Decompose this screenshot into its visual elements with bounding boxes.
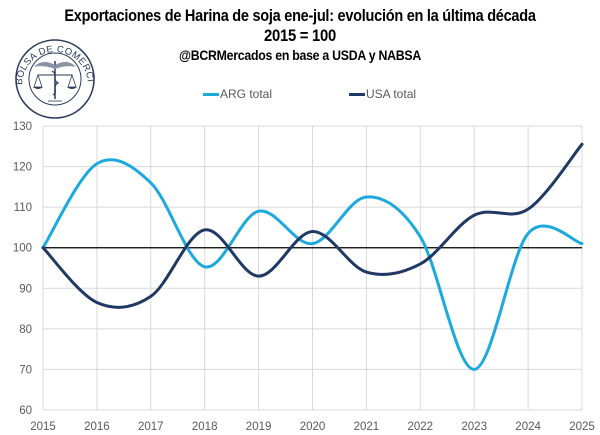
legend-label-arg: ARG total: [220, 87, 273, 101]
x-tick-label: 2023: [461, 421, 487, 433]
x-tick-label: 2022: [408, 421, 434, 433]
x-tick-label: 2015: [30, 421, 56, 433]
data-point-usa-2015: [42, 246, 45, 249]
chart-subtitle: 2015 = 100: [263, 27, 337, 45]
x-tick-label: 2019: [246, 421, 272, 433]
data-point-usa-2020: [311, 230, 314, 233]
x-tick-label: 2016: [84, 421, 110, 433]
data-point-arg-2024: [527, 232, 530, 235]
data-point-usa-2024: [527, 208, 530, 211]
y-tick-label: 120: [13, 162, 32, 174]
data-point-arg-2022: [419, 235, 422, 238]
data-point-usa-2022: [419, 263, 422, 266]
legend-swatch-usa: [349, 92, 365, 96]
x-tick-label: 2021: [354, 421, 380, 433]
x-tick-label: 2017: [138, 421, 164, 433]
legend-item-usa: USA total: [349, 87, 416, 101]
series-line-usa: [41, 142, 584, 309]
data-point-arg-2019: [257, 210, 260, 213]
x-tick-label: 2025: [569, 421, 595, 433]
data-point-arg-2016: [96, 162, 99, 165]
data-point-arg-2017: [149, 181, 152, 184]
data-point-arg-2021: [365, 196, 368, 199]
y-tick-label: 110: [14, 202, 32, 214]
data-point-arg-2025: [581, 242, 584, 245]
data-point-usa-2017: [149, 295, 152, 298]
y-tick-label: 60: [19, 405, 32, 417]
x-tick-label: 2020: [300, 421, 326, 433]
data-point-arg-2023: [473, 368, 476, 371]
chart-source: @BCRMercados en base a USDA y NABSA: [179, 47, 421, 63]
data-point-usa-2019: [257, 275, 260, 278]
data-point-usa-2018: [203, 228, 206, 231]
x-tick-label: 2024: [515, 421, 541, 433]
y-tick-label: 80: [19, 324, 32, 336]
y-tick-label: 100: [13, 243, 32, 255]
data-point-usa-2016: [96, 301, 99, 304]
chart-title: Exportaciones de Harina de soja ene-jul:…: [64, 7, 536, 25]
x-tick-label: 2018: [192, 421, 218, 433]
y-tick-label: 130: [13, 121, 32, 133]
data-point-usa-2025: [581, 143, 584, 146]
bcr-logo: BOLSA DE COMERCIO DE ROSARIO: [12, 37, 95, 119]
data-point-usa-2023: [473, 214, 476, 217]
series-line-arg: [41, 158, 584, 371]
y-tick-label: 70: [19, 364, 32, 376]
data-point-arg-2020: [311, 242, 314, 245]
data-point-arg-2018: [203, 265, 206, 268]
data-point-usa-2021: [365, 271, 368, 274]
legend-swatch-arg: [203, 92, 219, 96]
legend-item-arg: ARG total: [203, 87, 272, 101]
y-tick-label: 90: [19, 283, 32, 295]
legend-label-usa: USA total: [366, 87, 417, 101]
